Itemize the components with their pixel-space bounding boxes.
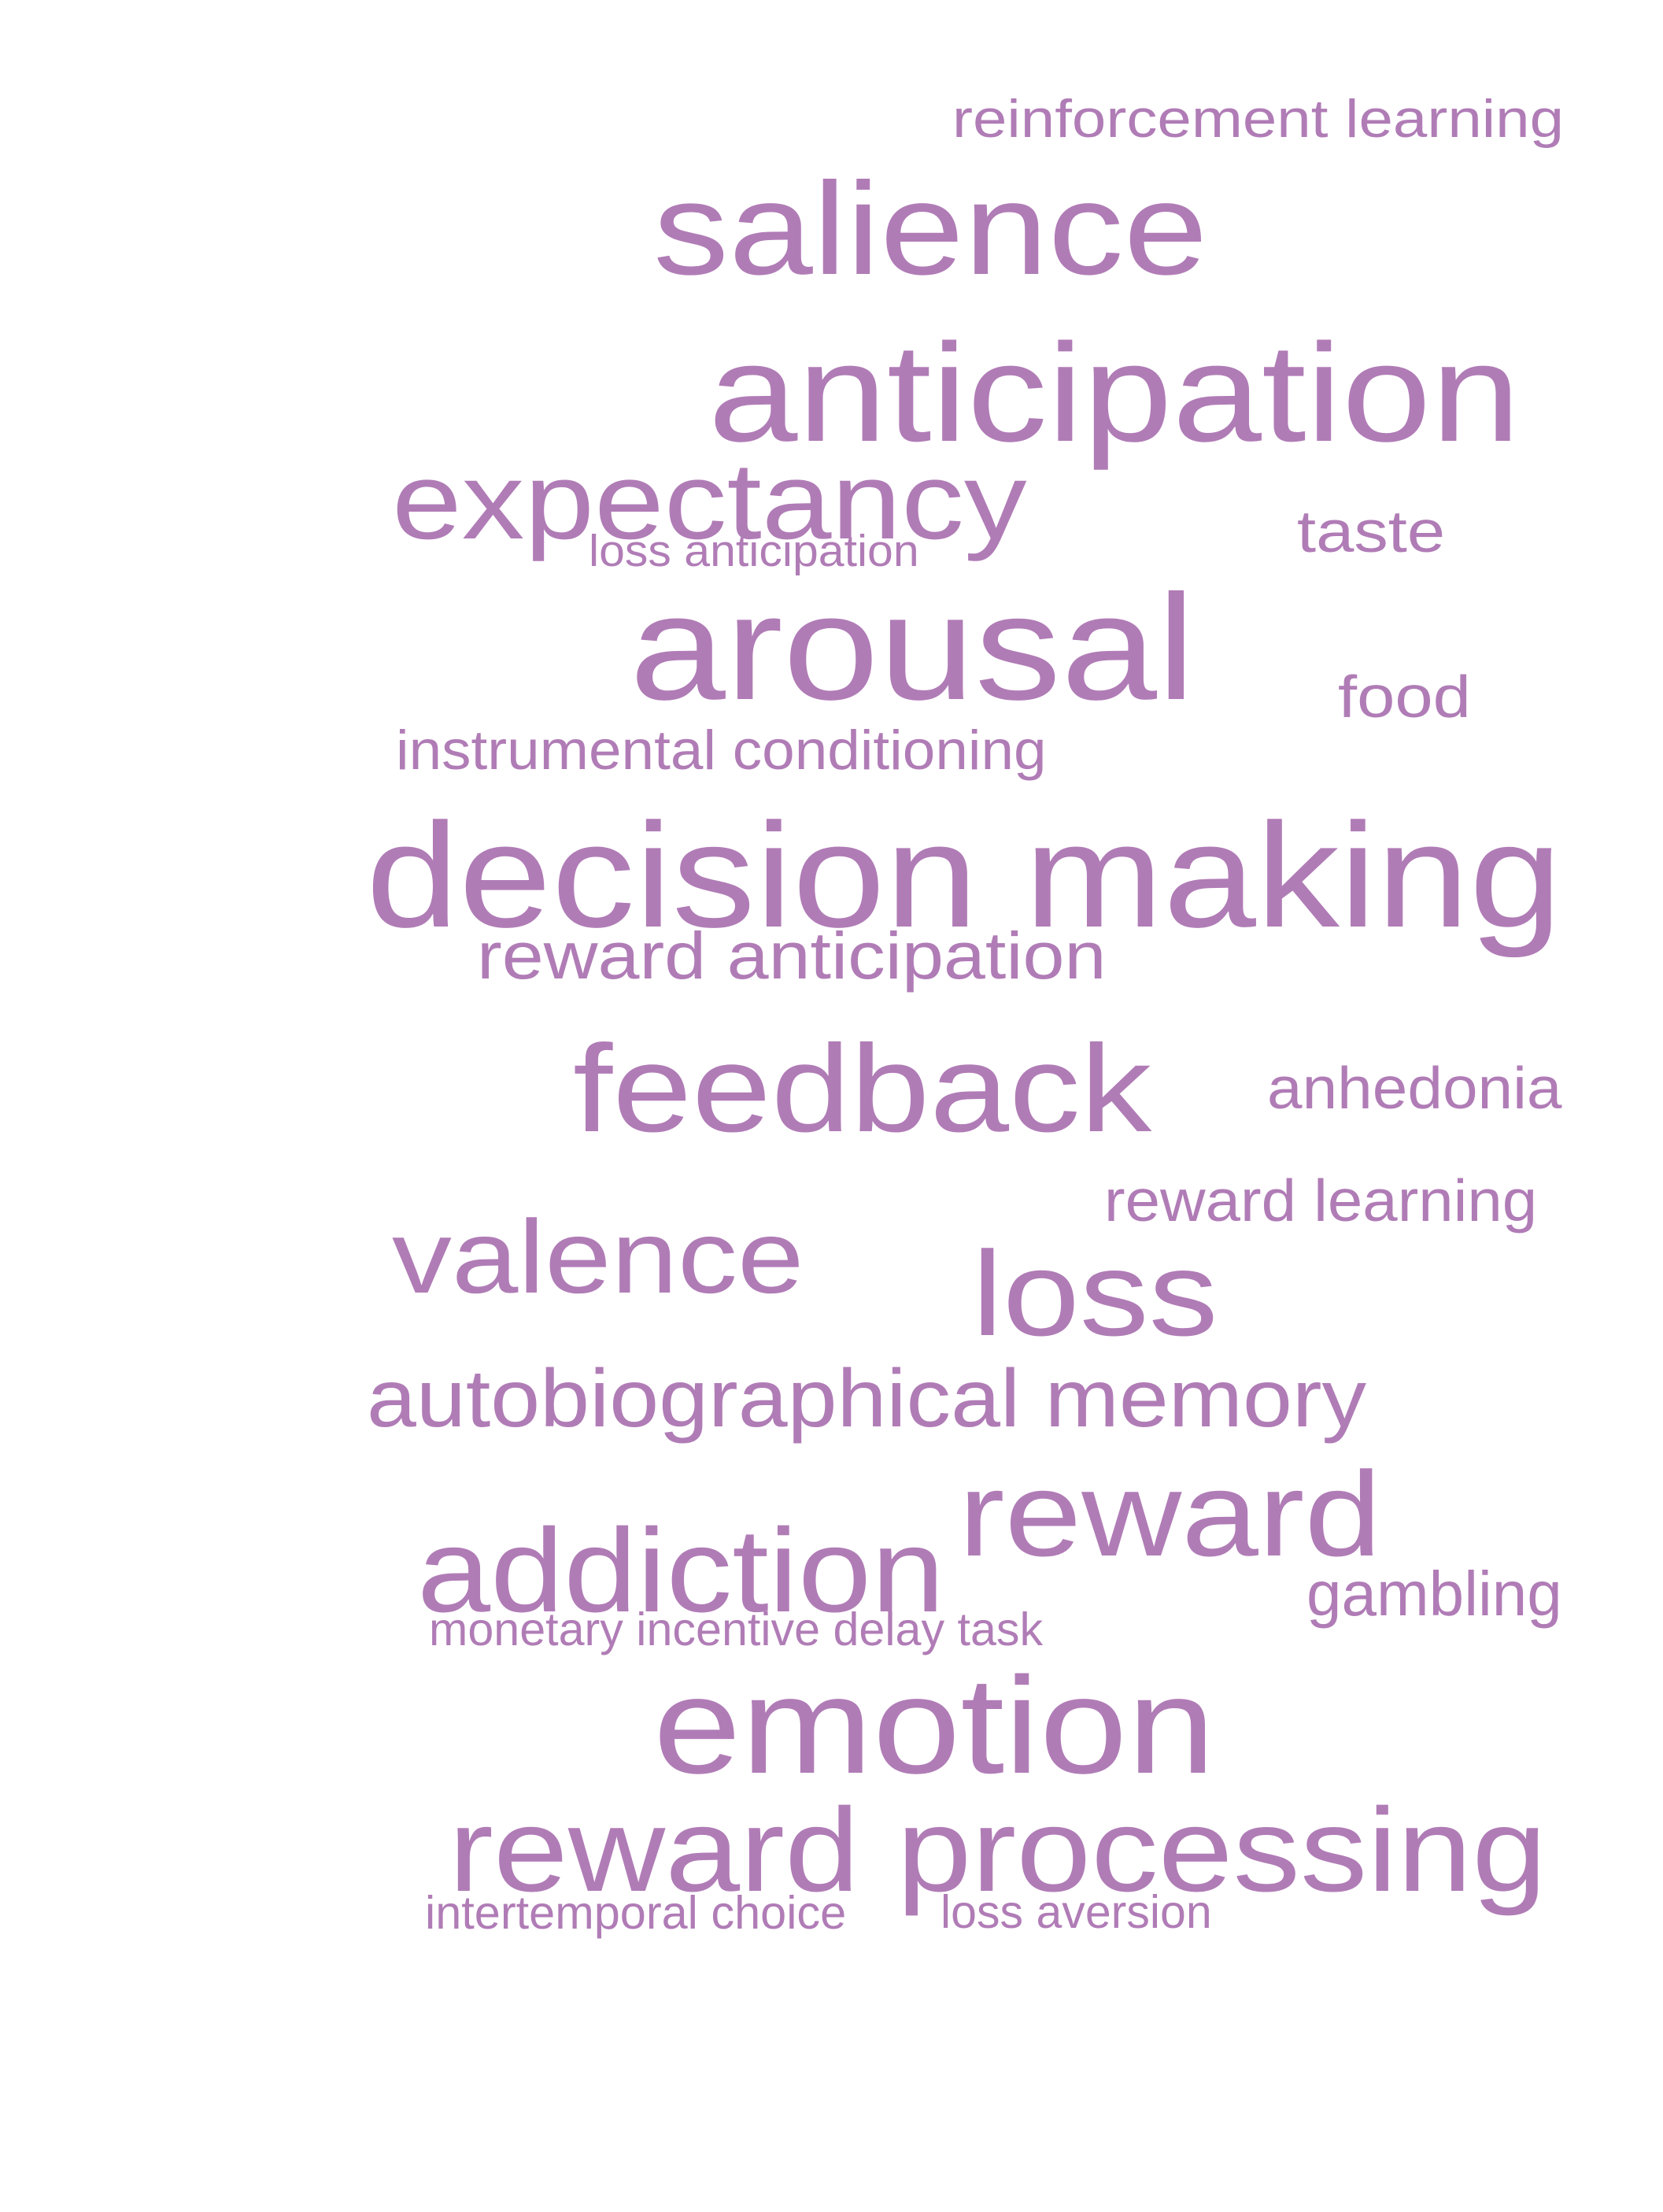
word-monetary-incentive-delay-task: monetary incentive delay task (429, 1603, 1044, 1655)
word-anticipation: anticipation (708, 314, 1521, 471)
word-autobiographical-memory: autobiographical memory (367, 1352, 1367, 1444)
word-reward-anticipation: reward anticipation (477, 918, 1107, 993)
word-reward: reward (959, 1448, 1382, 1581)
word-emotion: emotion (653, 1648, 1216, 1802)
word-salience: salience (653, 156, 1208, 302)
word-decision-making: decision making (366, 792, 1562, 958)
word-expectancy: expectancy (392, 440, 1027, 562)
word-loss-anticipation: loss anticipation (589, 526, 919, 575)
word-instrumental-conditioning: instrumental conditioning (396, 719, 1047, 781)
word-reward-processing: reward processing (449, 1783, 1547, 1916)
word-addiction: addiction (417, 1504, 945, 1637)
word-reinforcement-learning: reinforcement learning (952, 90, 1565, 149)
word-loss: loss (972, 1227, 1218, 1361)
word-intertemporal-choice: intertemporal choice (425, 1886, 847, 1939)
word-anhedonia: anhedonia (1267, 1055, 1562, 1121)
word-food: food (1338, 664, 1471, 730)
word-reward-learning: reward learning (1104, 1167, 1538, 1234)
word-feedback: feedback (573, 1019, 1152, 1158)
word-valence: valence (392, 1198, 804, 1315)
word-arousal: arousal (630, 564, 1196, 731)
word-loss-aversion: loss aversion (941, 1886, 1212, 1938)
word-taste: taste (1297, 498, 1446, 564)
word-gambling: gambling (1306, 1559, 1562, 1629)
